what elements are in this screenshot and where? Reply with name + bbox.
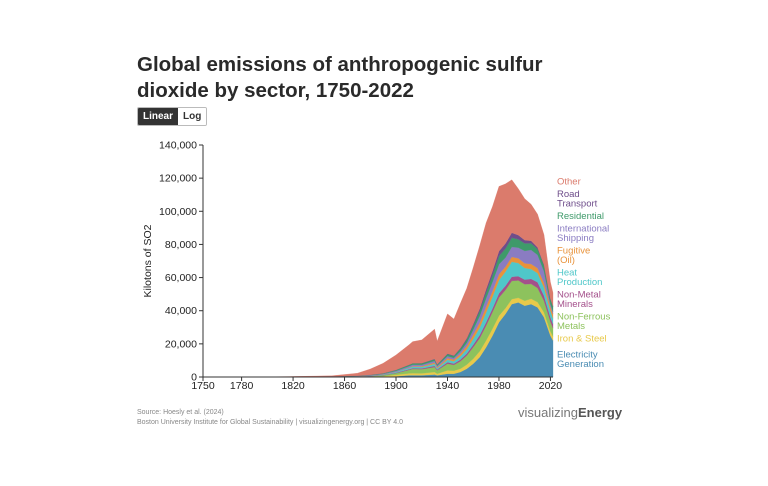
- scale-toggle[interactable]: Linear Log: [137, 107, 208, 126]
- y-tick-label: 60,000: [165, 272, 197, 284]
- x-tick-label: 1780: [230, 380, 254, 392]
- x-tick-label: 1980: [487, 380, 511, 392]
- y-tick-label: 100,000: [159, 206, 197, 218]
- y-tick-label: 40,000: [165, 305, 197, 317]
- brand-logo: visualizingEnergy: [518, 405, 622, 420]
- chart-title: Global emissions of anthropogenic sulfur…: [137, 53, 543, 102]
- area-series-group: [202, 179, 554, 378]
- linear-scale-button[interactable]: Linear: [138, 108, 179, 125]
- source-note: Source: Hoesly et al. (2024): [137, 409, 224, 416]
- end-label-other: Other: [557, 177, 581, 188]
- x-tick-label: 2020: [539, 380, 563, 392]
- end-label-iron-steel: Iron & Steel: [557, 334, 607, 345]
- y-tick-label: 80,000: [165, 239, 197, 251]
- end-label-heat-production: Heat Production: [557, 268, 602, 289]
- y-tick-label: 0: [191, 372, 197, 384]
- x-tick-label: 1820: [281, 380, 305, 392]
- end-labels-group: Electricity Generation Iron & SteelNon-Fer…: [557, 177, 611, 370]
- end-label-residential: Residential: [557, 211, 604, 222]
- end-label-international-shipping: International Shipping: [557, 224, 609, 245]
- x-tick-label: 1900: [384, 380, 408, 392]
- end-label-non-metal-minerals: Non-Metal Minerals: [557, 290, 601, 311]
- brand-logo-part1: visualizing: [518, 405, 578, 420]
- brand-logo-part2: Energy: [577, 405, 623, 420]
- end-label-non-ferrous-metals: Non-Ferrous Metals: [557, 312, 611, 333]
- end-label-electricity-generation: Electricity Generation: [557, 349, 604, 370]
- x-tick-label: 1860: [333, 380, 357, 392]
- axes-group: 0 20,000 40,000 60,000 80,000 100,000 120,000 1…: [142, 140, 562, 393]
- end-label-fugitive-oil: Fugitive (Oil): [557, 246, 590, 267]
- footer: Source: Hoesly et al. (2024) Boston Univ…: [137, 408, 403, 428]
- log-scale-button[interactable]: Log: [178, 108, 207, 125]
- end-label-road-transport: Road Transport: [557, 189, 598, 210]
- y-axis-label: Kilotons of SO2: [142, 224, 154, 297]
- credit-note: Boston University Institute for Global S…: [137, 419, 404, 426]
- y-tick-label: 120,000: [159, 173, 197, 185]
- area-other: [202, 179, 554, 378]
- x-tick-label: 1940: [436, 380, 460, 392]
- y-tick-label: 140,000: [159, 140, 197, 152]
- x-tick-label: 1750: [191, 380, 215, 392]
- y-tick-label: 20,000: [165, 338, 197, 350]
